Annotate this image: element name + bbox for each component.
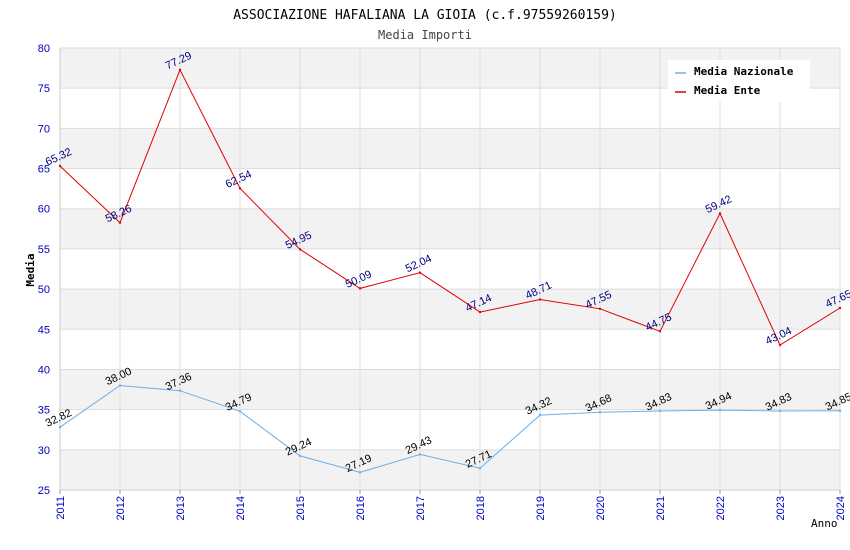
data-point: [598, 307, 602, 310]
background-bands: [60, 48, 840, 490]
data-point: [58, 164, 62, 168]
y-tick-label: 70: [38, 123, 50, 135]
data-point: [778, 343, 782, 347]
data-point: [298, 454, 302, 458]
y-axis-ticks: 25 30 35 40 45 50 55 60 65 70 75 80: [38, 43, 50, 497]
y-tick-label: 35: [38, 405, 50, 417]
x-axis-title: Anno: [811, 517, 838, 530]
x-tick-label: 2020: [595, 496, 607, 520]
data-point: [358, 471, 362, 474]
y-tick-label: 30: [38, 445, 50, 457]
x-tick-label: 2017: [415, 496, 427, 520]
x-tick-label: 2015: [295, 496, 307, 520]
data-label: 62.54: [224, 168, 254, 191]
x-tick-label: 2016: [355, 496, 367, 520]
data-point: [598, 411, 602, 414]
x-tick-label: 2018: [475, 496, 487, 520]
legend-label-media-ente: Media Ente: [694, 84, 761, 97]
y-tick-label: 55: [38, 244, 50, 256]
data-point: [778, 409, 782, 413]
y-axis-title: Media: [24, 253, 37, 286]
data-point: [478, 310, 482, 314]
data-point: [538, 298, 542, 301]
data-point: [118, 384, 122, 387]
series-lines: [58, 68, 842, 474]
y-tick-label: 80: [38, 43, 50, 55]
data-point: [58, 425, 62, 429]
data-point: [118, 221, 122, 224]
gridlines: [59, 47, 841, 491]
data-point: [178, 389, 182, 392]
data-point: [718, 408, 722, 412]
y-tick-label: 50: [38, 284, 50, 296]
x-tick-label: 2019: [535, 496, 547, 520]
data-point: [418, 453, 422, 456]
data-point: [298, 248, 302, 251]
data-point: [358, 287, 362, 290]
series-line-media-ente: [59, 68, 841, 346]
data-point: [478, 467, 482, 470]
x-tick-label: 2023: [775, 496, 787, 520]
y-tick-label: 25: [38, 485, 50, 497]
y-tick-label: 45: [38, 324, 50, 336]
data-point: [838, 409, 842, 413]
legend-label-media-nazionale: Media Nazionale: [694, 65, 794, 78]
chart-subtitle: Media Importi: [378, 28, 472, 42]
y-tick-label: 40: [38, 364, 50, 376]
x-axis-ticks: 2011 2012 2013 2014 2015 2016 2017 2018 2019 2020…: [55, 490, 847, 520]
y-tick-label: 75: [38, 83, 50, 95]
data-point: [538, 413, 542, 417]
x-tick-label: 2022: [715, 496, 727, 520]
grid-band: [60, 369, 840, 410]
grid-band: [60, 208, 840, 249]
chart-title: ASSOCIAZIONE HAFALIANA LA GIOIA (c.f.975…: [233, 8, 617, 23]
x-tick-label: 2012: [115, 496, 127, 520]
data-point: [238, 410, 242, 413]
data-point: [718, 212, 722, 215]
x-tick-label: 2024: [835, 496, 847, 520]
data-point: [238, 187, 242, 190]
grid-band: [60, 289, 840, 330]
data-label: 52.04: [404, 253, 434, 276]
legend-box: [668, 60, 810, 102]
y-tick-label: 65: [38, 164, 50, 176]
data-point: [838, 306, 842, 310]
x-tick-label: 2021: [655, 496, 667, 520]
legend: Media Nazionale Media Ente: [668, 60, 810, 102]
x-tick-label: 2011: [55, 496, 67, 520]
grid-band: [60, 449, 840, 490]
y-tick-label: 60: [38, 204, 50, 216]
x-tick-label: 2013: [175, 496, 187, 520]
data-point: [658, 330, 662, 333]
grid-band: [60, 128, 840, 169]
series-line-media-nazionale: [59, 384, 841, 473]
data-point: [178, 68, 182, 71]
data-point: [418, 271, 422, 274]
x-tick-label: 2014: [235, 496, 247, 520]
data-point: [658, 409, 662, 413]
